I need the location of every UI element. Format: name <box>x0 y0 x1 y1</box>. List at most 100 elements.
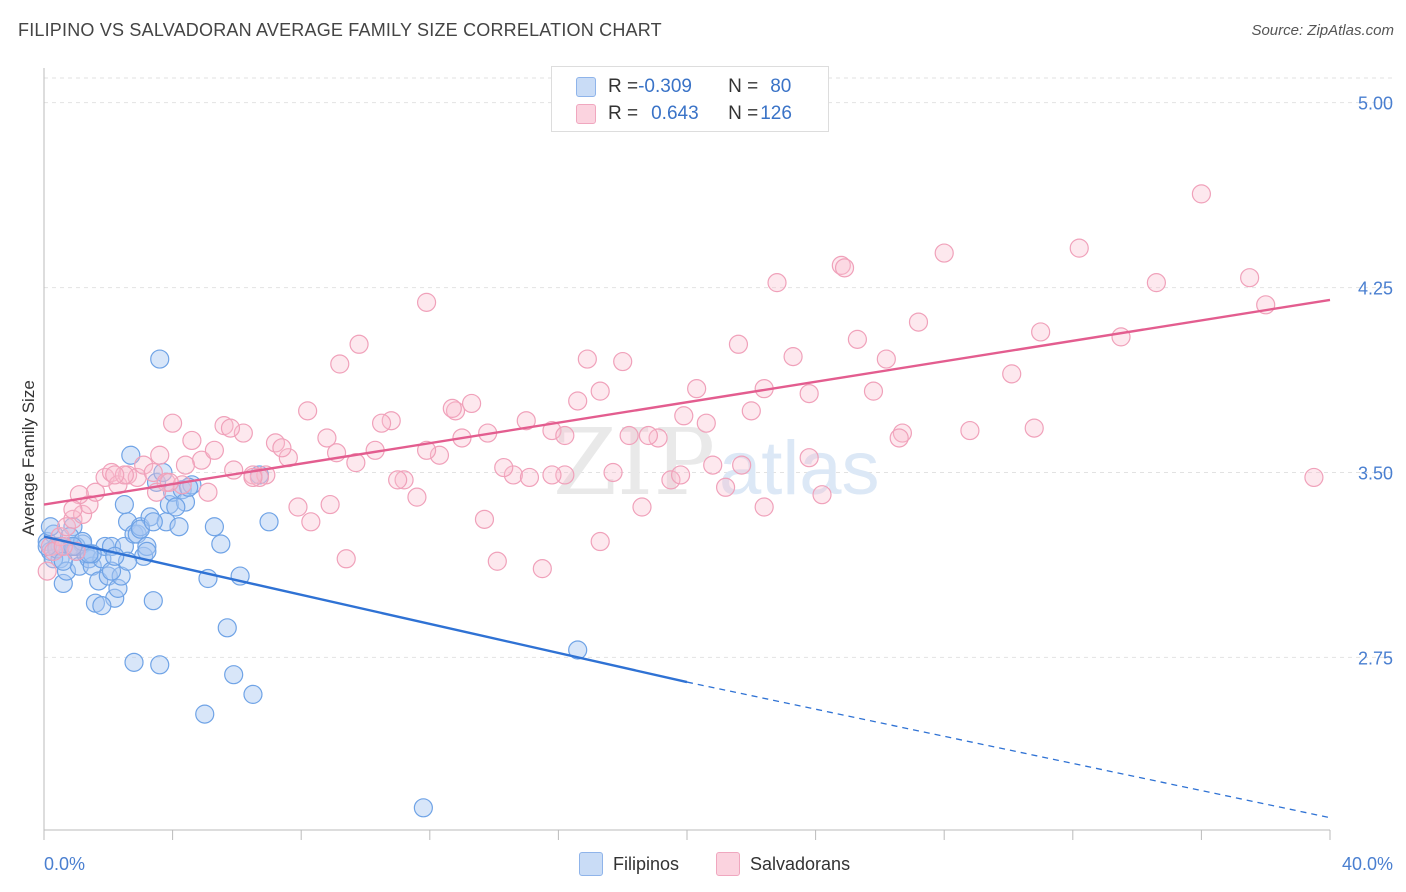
data-point <box>590 531 610 552</box>
data-point <box>1024 418 1044 438</box>
axes <box>43 68 1331 840</box>
y-tick-label: 3.50 <box>1358 463 1393 483</box>
data-point <box>908 312 929 332</box>
filipinos-trend-line <box>43 535 688 684</box>
data-point <box>37 561 57 581</box>
legend-r-value: -0.309 <box>638 76 692 97</box>
data-point <box>445 401 466 421</box>
data-point <box>394 470 414 490</box>
data-point <box>542 465 562 485</box>
legend-row-filipinos: R = -0.309 N = 80 <box>576 74 791 100</box>
data-point <box>407 487 427 507</box>
correlation-legend: R = -0.309 N = 80 R = 0.643 N = 126 <box>551 66 829 132</box>
data-point <box>220 418 241 438</box>
data-point <box>555 425 575 446</box>
data-point <box>503 465 523 485</box>
data-point <box>889 428 909 448</box>
trend-lines <box>43 298 1331 819</box>
y-tick-label: 5.00 <box>1358 94 1393 114</box>
salvadorans-trend-line <box>43 298 1331 506</box>
data-point <box>301 512 321 532</box>
watermark-atlas: atlas <box>719 426 880 511</box>
data-point <box>799 383 819 404</box>
data-point <box>834 258 855 278</box>
data-point <box>741 401 761 421</box>
data-point <box>532 559 552 579</box>
data-point <box>1240 268 1260 288</box>
data-point <box>53 551 73 571</box>
data-point <box>413 798 433 818</box>
data-point <box>728 334 749 354</box>
data-point <box>346 453 366 473</box>
data-point <box>108 578 128 598</box>
data-point <box>442 398 462 418</box>
data-point <box>204 517 224 537</box>
data-point <box>211 534 231 554</box>
legend-label-filipinos: Filipinos <box>613 853 680 874</box>
data-point <box>715 477 736 497</box>
data-point <box>568 640 588 660</box>
data-point <box>298 401 318 421</box>
data-point <box>317 428 337 448</box>
data-point <box>124 652 144 672</box>
data-point <box>474 509 495 529</box>
legend-item-filipinos: Filipinos <box>579 852 679 876</box>
data-point <box>703 455 723 475</box>
data-point <box>1031 322 1051 342</box>
legend-swatch-salvadorans <box>576 104 596 124</box>
data-point <box>516 411 536 431</box>
legend-r-label: R = <box>608 76 639 97</box>
data-point <box>847 329 867 349</box>
data-point <box>63 499 83 520</box>
tick-labels: 2.75 3.50 4.25 5.00 0.0% 40.0% Average Family … <box>19 94 1393 874</box>
data-point <box>89 571 109 591</box>
x-tick-label-max: 40.0% <box>1342 854 1393 874</box>
data-point <box>960 420 980 441</box>
data-point <box>143 512 163 532</box>
data-point <box>661 470 681 490</box>
data-point <box>53 573 73 594</box>
data-point <box>198 482 218 502</box>
data-point <box>429 445 450 465</box>
data-point <box>783 347 803 367</box>
data-point <box>696 413 716 433</box>
data-point <box>1069 238 1089 258</box>
legend-swatch-filipinos <box>579 852 603 876</box>
y-axis-title: Average Family Size <box>19 380 38 536</box>
chart-title: FILIPINO VS SALVADORAN AVERAGE FAMILY SI… <box>18 20 662 40</box>
data-point <box>150 349 170 369</box>
data-point <box>137 536 157 557</box>
data-point <box>416 292 437 312</box>
data-point <box>143 462 163 483</box>
data-point <box>195 704 215 724</box>
data-point <box>416 440 437 460</box>
data-point <box>40 517 61 537</box>
legend-swatch-salvadorans <box>716 852 740 876</box>
data-point <box>217 618 237 638</box>
data-point <box>876 349 896 369</box>
data-point <box>175 455 196 475</box>
data-point <box>114 465 134 485</box>
data-point <box>461 393 482 414</box>
data-point <box>1304 467 1324 488</box>
filipinos-points <box>37 349 588 818</box>
legend-r-value: 0.643 <box>651 103 699 124</box>
legend-label-salvadorans: Salvadorans <box>750 853 851 874</box>
data-point <box>371 413 392 433</box>
data-point <box>812 485 832 505</box>
data-point <box>487 551 507 571</box>
data-point <box>92 596 112 616</box>
data-point <box>134 455 154 475</box>
data-point <box>56 517 77 537</box>
data-point <box>249 467 270 488</box>
data-point <box>121 445 141 465</box>
data-point <box>72 504 93 525</box>
data-point <box>934 243 954 263</box>
data-point <box>204 440 224 460</box>
data-point <box>166 497 186 517</box>
data-point <box>831 255 851 275</box>
data-point <box>670 465 691 485</box>
legend-n-label: N = <box>728 76 759 97</box>
x-tick-label-min: 0.0% <box>44 854 85 874</box>
